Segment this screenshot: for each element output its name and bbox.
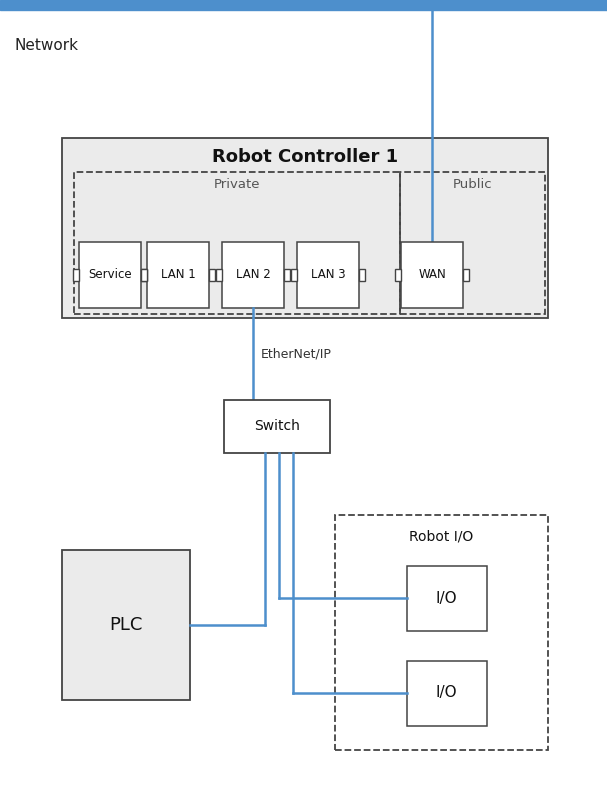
Text: EtherNet/IP: EtherNet/IP [261,348,332,360]
Text: Public: Public [453,178,492,191]
Bar [407,661,486,725]
Text: I/O: I/O [436,590,457,606]
Text: LAN 1: LAN 1 [161,268,195,281]
Bar [407,566,486,630]
Text: Private: Private [214,178,260,191]
Bar [216,269,222,281]
Bar [0,0,607,10]
Text: PLC: PLC [109,616,143,634]
Bar [73,269,79,281]
Text: Robot Controller 1: Robot Controller 1 [212,148,398,166]
Bar [141,269,147,281]
Bar [79,242,141,308]
Bar [359,269,365,281]
Bar [284,269,290,281]
Bar [222,242,284,308]
Bar [297,242,359,308]
Bar [395,269,401,281]
Text: Network: Network [14,38,78,53]
Bar [224,400,330,453]
Text: Service: Service [88,268,132,281]
Text: LAN 3: LAN 3 [311,268,345,281]
Bar [209,269,215,281]
Text: WAN: WAN [418,268,446,281]
Bar [400,172,545,314]
Bar [291,269,297,281]
Bar [141,269,147,281]
Text: LAN 2: LAN 2 [236,268,270,281]
Bar [74,172,400,314]
Bar [463,269,469,281]
Text: Switch: Switch [254,419,300,434]
Bar [335,515,548,750]
Text: Robot I/O: Robot I/O [409,529,473,543]
Bar [62,138,548,318]
Text: I/O: I/O [436,686,457,701]
Bar [62,550,190,700]
Bar [147,242,209,308]
Bar [401,242,463,308]
